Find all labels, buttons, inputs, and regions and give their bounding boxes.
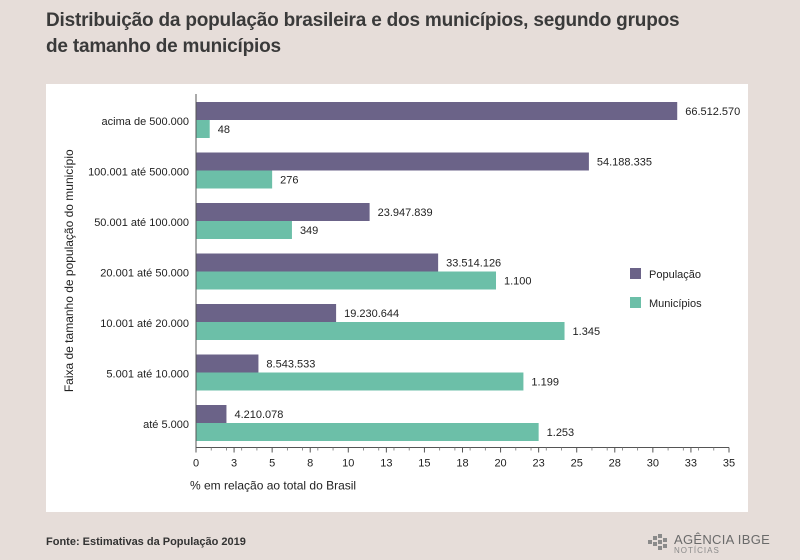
x-tick-label: 3 xyxy=(231,458,237,470)
population-bar xyxy=(196,152,589,171)
x-tick-label: 35 xyxy=(723,458,735,470)
category-label: 50.001 até 100.000 xyxy=(94,217,189,229)
x-tick-label: 28 xyxy=(609,458,621,470)
source-note: Fonte: Estimativas da População 2019 xyxy=(46,536,246,548)
municipalities-bar xyxy=(196,120,210,138)
municipalities-bar xyxy=(196,372,524,391)
population-data-label: 4.210.078 xyxy=(234,409,283,421)
population-bar xyxy=(196,253,439,272)
x-tick-label: 8 xyxy=(307,458,313,470)
logo-sub: NOTÍCIAS xyxy=(674,546,720,555)
x-tick-label: 0 xyxy=(193,458,199,470)
population-bar xyxy=(196,354,259,373)
legend-label: Municípios xyxy=(649,298,702,310)
population-bar xyxy=(196,304,337,322)
municipalities-bar xyxy=(196,423,539,441)
x-tick-label: 10 xyxy=(342,458,354,470)
legend-label: População xyxy=(649,269,701,281)
municipalities-data-label: 1.253 xyxy=(547,427,575,439)
ibge-logo: AGÊNCIA IBGE NOTÍCIAS xyxy=(648,530,770,558)
bar-chart: 66.512.570 48 acima de 500.000 54.188.335 27… xyxy=(62,94,740,493)
x-tick-label: 30 xyxy=(647,458,659,470)
x-axis-title: % em relação ao total do Brasil xyxy=(190,479,356,493)
category-label: 100.001 até 500.000 xyxy=(88,167,189,179)
municipalities-data-label: 1.345 xyxy=(573,326,601,338)
y-axis-title: Faixa de tamanho de população do municíp… xyxy=(62,149,76,392)
population-bar xyxy=(196,405,227,423)
legend-swatch xyxy=(630,297,641,308)
municipalities-data-label: 1.100 xyxy=(504,276,532,288)
ibge-logo-icon xyxy=(648,534,667,550)
municipalities-bar xyxy=(196,170,273,189)
x-tick-label: 15 xyxy=(418,458,430,470)
category-label: 10.001 até 20.000 xyxy=(100,318,189,330)
legend-swatch xyxy=(630,268,641,279)
chart-title: Distribuição da população brasileira e d… xyxy=(46,10,680,57)
x-tick-label: 20 xyxy=(494,458,506,470)
municipalities-data-label: 48 xyxy=(218,124,230,136)
population-bar xyxy=(196,102,678,120)
x-tick-label: 33 xyxy=(685,458,697,470)
category-label: 20.001 até 50.000 xyxy=(100,268,189,280)
municipalities-data-label: 1.199 xyxy=(531,377,559,389)
municipalities-bar xyxy=(196,322,565,340)
x-tick-label: 13 xyxy=(380,458,392,470)
population-data-label: 23.947.839 xyxy=(378,207,433,219)
plot-panel: 66.512.570 48 acima de 500.000 54.188.335 27… xyxy=(46,84,748,512)
population-data-label: 54.188.335 xyxy=(597,157,652,169)
population-data-label: 66.512.570 xyxy=(685,106,740,118)
category-label: até 5.000 xyxy=(143,419,189,431)
municipalities-bar xyxy=(196,271,497,290)
logo-brand: AGÊNCIA IBGE xyxy=(674,532,771,547)
x-tick-label: 18 xyxy=(456,458,468,470)
population-data-label: 19.230.644 xyxy=(344,308,399,320)
x-tick-label: 23 xyxy=(533,458,545,470)
municipalities-bar xyxy=(196,221,292,239)
municipalities-data-label: 349 xyxy=(300,225,318,237)
population-data-label: 8.543.533 xyxy=(266,359,315,371)
population-data-label: 33.514.126 xyxy=(446,258,501,270)
category-label: acima de 500.000 xyxy=(102,116,189,128)
x-tick-label: 25 xyxy=(571,458,583,470)
x-tick-label: 5 xyxy=(269,458,275,470)
municipalities-data-label: 276 xyxy=(280,175,298,187)
population-bar xyxy=(196,203,370,221)
category-label: 5.001 até 10.000 xyxy=(106,369,189,381)
